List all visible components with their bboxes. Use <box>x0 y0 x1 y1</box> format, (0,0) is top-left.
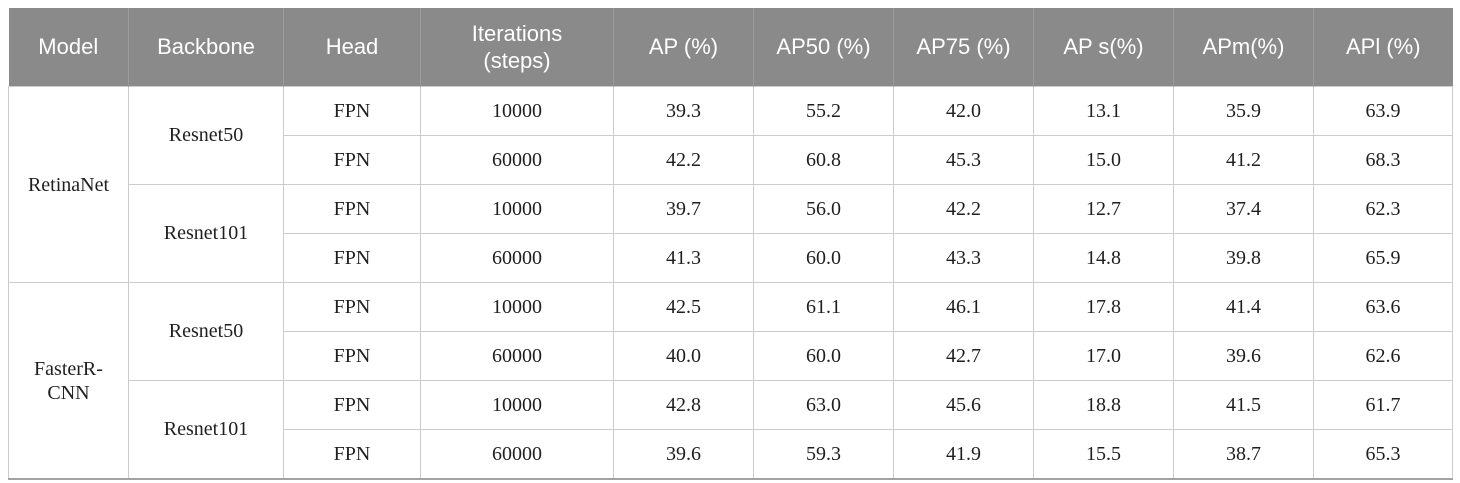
cell-ap-l: 63.9 <box>1313 86 1453 136</box>
table-row: FPN 60000 40.0 60.0 42.7 17.0 39.6 62.6 <box>9 331 1453 381</box>
cell-ap-s: 17.0 <box>1033 331 1174 381</box>
header-cell-ap50: AP50 (%) <box>753 8 894 87</box>
cell-head: FPN <box>283 380 421 430</box>
header-cell-iterations: Iterations (steps) <box>420 8 614 87</box>
cell-ap-s: 12.7 <box>1033 184 1174 234</box>
table-row: Resnet101 FPN 10000 42.8 63.0 45.6 18.8 … <box>9 380 1453 480</box>
cell-head: FPN <box>283 429 421 480</box>
cell-ap75: 42.0 <box>893 86 1034 136</box>
cell-head: FPN <box>283 184 421 234</box>
header-cell-ap75: AP75 (%) <box>893 8 1034 87</box>
cell-ap-s: 14.8 <box>1033 233 1174 283</box>
cell-ap-l: 68.3 <box>1313 135 1453 185</box>
cell-head: FPN <box>283 135 421 185</box>
results-table: Model Backbone Head Iterations (steps) A… <box>8 8 1453 480</box>
cell-ap: 39.3 <box>613 86 754 136</box>
table-row: FPN 60000 42.2 60.8 45.3 15.0 41.2 68.3 <box>9 135 1453 185</box>
cell-ap50: 60.0 <box>753 331 894 381</box>
table-row: FPN 60000 41.3 60.0 43.3 14.8 39.8 65.9 <box>9 233 1453 283</box>
cell-ap75: 43.3 <box>893 233 1034 283</box>
cell-ap-l: 62.3 <box>1313 184 1453 234</box>
header-row: Model Backbone Head Iterations (steps) A… <box>8 8 1453 87</box>
cell-ap-m: 35.9 <box>1173 86 1314 136</box>
cell-ap50: 63.0 <box>753 380 894 430</box>
cell-ap50: 60.8 <box>753 135 894 185</box>
cell-ap-m: 41.5 <box>1173 380 1314 430</box>
cell-ap-l: 62.6 <box>1313 331 1453 381</box>
cell-ap50: 59.3 <box>753 429 894 480</box>
cell-head: FPN <box>283 331 421 381</box>
cell-ap75: 46.1 <box>893 282 1034 332</box>
cell-ap: 42.2 <box>613 135 754 185</box>
cell-backbone: Resnet101 <box>128 184 284 283</box>
cell-head: FPN <box>283 282 421 332</box>
cell-ap75: 41.9 <box>893 429 1034 480</box>
table-header: Model Backbone Head Iterations (steps) A… <box>8 8 1453 87</box>
table-row: Resnet101 FPN 10000 39.7 56.0 42.2 12.7 … <box>9 184 1453 283</box>
cell-ap-s: 15.5 <box>1033 429 1174 480</box>
cell-ap-m: 39.8 <box>1173 233 1314 283</box>
cell-ap75: 42.7 <box>893 331 1034 381</box>
cell-backbone: Resnet101 <box>128 380 284 480</box>
cell-ap: 41.3 <box>613 233 754 283</box>
cell-ap75: 45.3 <box>893 135 1034 185</box>
cell-iterations: 60000 <box>420 233 614 283</box>
cell-ap-l: 63.6 <box>1313 282 1453 332</box>
table-row: FasterR-CNN Resnet50 FPN 10000 42.5 61.1… <box>8 282 1453 480</box>
cell-ap50: 60.0 <box>753 233 894 283</box>
cell-ap-l: 65.9 <box>1313 233 1453 283</box>
header-cell-model: Model <box>8 8 129 87</box>
header-cell-backbone: Backbone <box>128 8 284 87</box>
cell-ap50: 55.2 <box>753 86 894 136</box>
cell-ap-m: 38.7 <box>1173 429 1314 480</box>
cell-model: FasterR-CNN <box>8 282 129 480</box>
header-cell-ap: AP (%) <box>613 8 754 87</box>
header-cell-head: Head <box>283 8 421 87</box>
cell-ap: 42.8 <box>613 380 754 430</box>
cell-iterations: 10000 <box>420 184 614 234</box>
cell-iterations: 10000 <box>420 86 614 136</box>
cell-iterations: 60000 <box>420 135 614 185</box>
cell-ap75: 45.6 <box>893 380 1034 430</box>
header-cell-ap-l: APl (%) <box>1313 8 1453 87</box>
table-row: RetinaNet Resnet50 FPN 10000 39.3 55.2 4… <box>8 86 1453 283</box>
cell-head: FPN <box>283 86 421 136</box>
header-cell-ap-m: APm(%) <box>1173 8 1314 87</box>
results-table-container: Model Backbone Head Iterations (steps) A… <box>8 8 1453 480</box>
cell-ap-l: 61.7 <box>1313 380 1453 430</box>
table-row: FPN 60000 39.6 59.3 41.9 15.5 38.7 65.3 <box>9 429 1453 480</box>
cell-ap50: 61.1 <box>753 282 894 332</box>
cell-ap75: 42.2 <box>893 184 1034 234</box>
cell-head: FPN <box>283 233 421 283</box>
cell-model: RetinaNet <box>8 86 129 283</box>
cell-iterations: 10000 <box>420 282 614 332</box>
cell-ap50: 56.0 <box>753 184 894 234</box>
cell-backbone: Resnet50 <box>128 282 284 381</box>
cell-ap-m: 37.4 <box>1173 184 1314 234</box>
cell-ap: 39.7 <box>613 184 754 234</box>
cell-ap: 40.0 <box>613 331 754 381</box>
cell-ap: 42.5 <box>613 282 754 332</box>
cell-iterations: 10000 <box>420 380 614 430</box>
cell-iterations: 60000 <box>420 331 614 381</box>
cell-ap-m: 41.2 <box>1173 135 1314 185</box>
cell-ap: 39.6 <box>613 429 754 480</box>
cell-ap-m: 41.4 <box>1173 282 1314 332</box>
table-body: RetinaNet Resnet50 FPN 10000 39.3 55.2 4… <box>8 86 1453 480</box>
cell-ap-m: 39.6 <box>1173 331 1314 381</box>
cell-backbone: Resnet50 <box>128 86 284 185</box>
header-cell-ap-s: AP s(%) <box>1033 8 1174 87</box>
cell-ap-s: 13.1 <box>1033 86 1174 136</box>
cell-ap-s: 15.0 <box>1033 135 1174 185</box>
cell-ap-s: 18.8 <box>1033 380 1174 430</box>
cell-iterations: 60000 <box>420 429 614 480</box>
cell-ap-l: 65.3 <box>1313 429 1453 480</box>
cell-ap-s: 17.8 <box>1033 282 1174 332</box>
